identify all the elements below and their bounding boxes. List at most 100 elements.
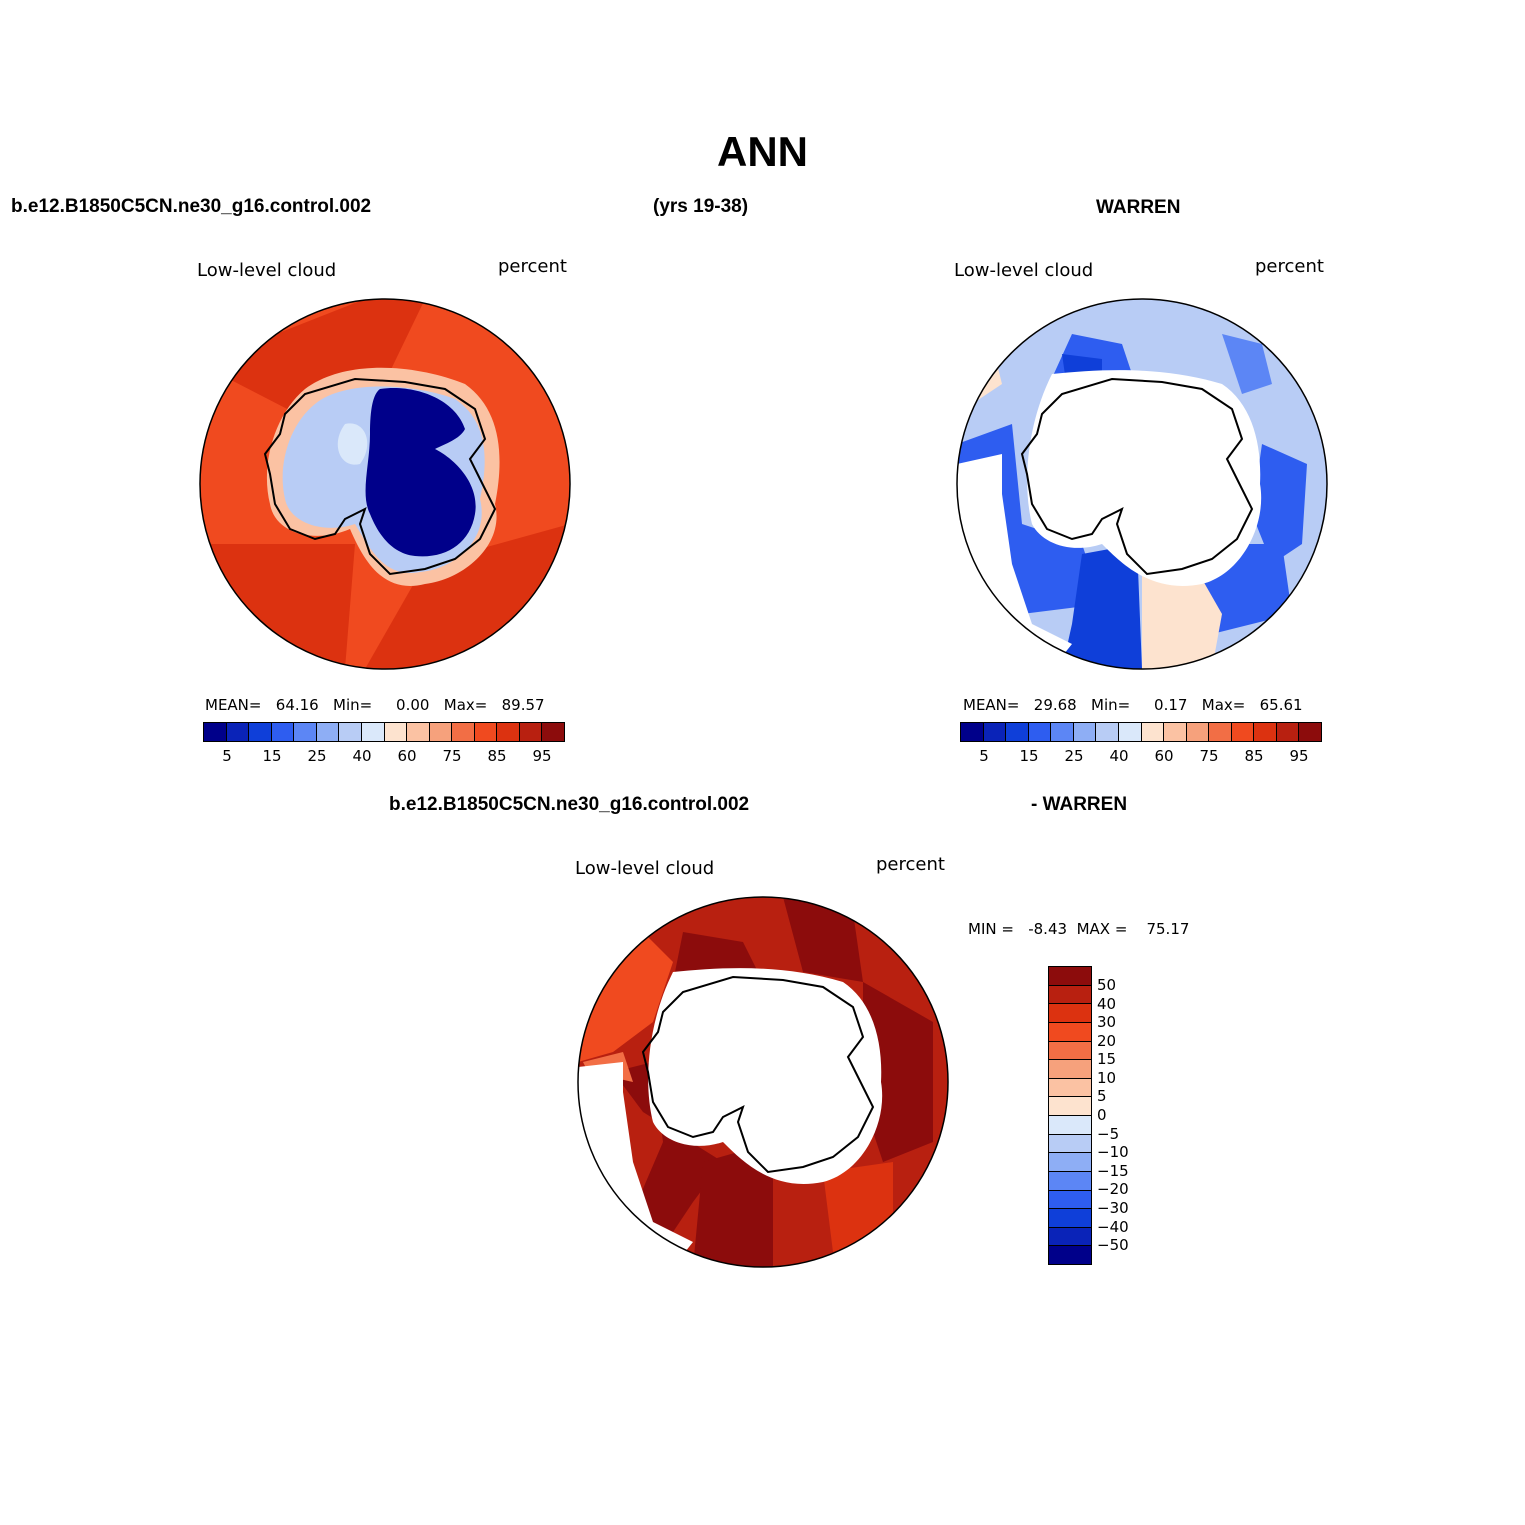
diff-colorbar-box: [1049, 1190, 1091, 1210]
model-colorbar-box: [294, 723, 317, 741]
obs-colorbar-box: [1186, 723, 1210, 741]
obs-colorbar-tick: 25: [1064, 747, 1084, 765]
obs-stats: MEAN= 29.68 Min= 0.17 Max= 65.61: [963, 696, 1303, 714]
diff-colorbar-tick: 20: [1097, 1032, 1117, 1050]
diff-colorbar-tick: 15: [1097, 1050, 1117, 1068]
diff-stats: MIN = -8.43 MAX = 75.17: [968, 920, 1190, 938]
obs-colorbar-box: [1051, 723, 1074, 741]
diff-colorbar-box: [1049, 1116, 1091, 1135]
obs-colorbar-box: [1254, 723, 1277, 741]
diff-colorbar-box: [1049, 1227, 1091, 1247]
diff-colorbar-tick: 0: [1097, 1106, 1107, 1124]
obs-colorbar-box: [1141, 723, 1165, 741]
model-colorbar: [203, 722, 565, 742]
diff-colorbar-tick: 30: [1097, 1013, 1117, 1031]
plot-title: ANN: [717, 128, 808, 175]
diff-variable-label: Low-level cloud: [575, 858, 715, 879]
obs-colorbar-box: [1096, 723, 1119, 741]
diff-colorbar-tick: 40: [1097, 995, 1117, 1013]
years-header: (yrs 19-38): [653, 196, 749, 217]
diff-colorbar-tick: −10: [1097, 1143, 1129, 1161]
model-colorbar-box: [339, 723, 362, 741]
model-colorbar-tick: 85: [487, 747, 507, 765]
model-colorbar-tick: 25: [307, 747, 327, 765]
diff-colorbar-box: [1049, 1246, 1091, 1264]
obs-colorbar-box: [1209, 723, 1232, 741]
diff-colorbar-box: [1049, 1060, 1091, 1079]
diff-colorbar-box: [1049, 985, 1091, 1005]
model-colorbar-tick: 60: [397, 747, 417, 765]
diff-colorbar-box: [1049, 1004, 1091, 1023]
model-colorbar-tick: 95: [532, 747, 552, 765]
diff-colorbar-box: [1049, 1022, 1091, 1042]
obs-colorbar-box: [1118, 723, 1142, 741]
obs-colorbar-tick: 5: [979, 747, 989, 765]
obs-colorbar-tick: 95: [1289, 747, 1309, 765]
diff-units-label: percent: [876, 854, 945, 875]
obs-colorbar-tick: 85: [1244, 747, 1264, 765]
diff-colorbar-box: [1049, 1134, 1091, 1154]
model-colorbar-box: [204, 723, 227, 741]
diff-colorbar-tick: 50: [1097, 976, 1117, 994]
diff-colorbar-box: [1049, 1097, 1091, 1116]
model-colorbar-tick: 15: [262, 747, 282, 765]
model-stats: MEAN= 64.16 Min= 0.00 Max= 89.57: [205, 696, 545, 714]
model-colorbar-box: [316, 723, 340, 741]
model-colorbar-box: [429, 723, 453, 741]
diff-obs-header: - WARREN: [1031, 794, 1128, 815]
obs-colorbar-box: [1028, 723, 1052, 741]
model-colorbar-box: [407, 723, 430, 741]
model-colorbar-box: [497, 723, 520, 741]
obs-colorbar-tick: 15: [1019, 747, 1039, 765]
obs-colorbar: [960, 722, 1322, 742]
model-colorbar-tick: 75: [442, 747, 462, 765]
model-colorbar-box: [542, 723, 564, 741]
obs-colorbar-box: [1164, 723, 1187, 741]
model-colorbar-box: [519, 723, 543, 741]
obs-colorbar-box: [961, 723, 984, 741]
model-colorbar-box: [384, 723, 408, 741]
diff-colorbar-box: [1049, 1153, 1091, 1172]
case-name-header: b.e12.B1850C5CN.ne30_g16.control.002: [11, 196, 372, 217]
obs-colorbar-box: [1073, 723, 1097, 741]
diff-colorbar-tick: −20: [1097, 1180, 1129, 1198]
model-colorbar-box: [226, 723, 250, 741]
diff-colorbar-box: [1049, 1078, 1091, 1098]
diff-colorbar-box: [1049, 1041, 1091, 1061]
obs-polar-map: [956, 298, 1328, 670]
diff-colorbar-tick: 5: [1097, 1087, 1107, 1105]
model-colorbar-tick: 40: [352, 747, 372, 765]
obs-colorbar-tick: 75: [1199, 747, 1219, 765]
obs-units-label: percent: [1255, 256, 1324, 277]
model-units-label: percent: [498, 256, 567, 277]
obs-colorbar-tick: 60: [1154, 747, 1174, 765]
model-colorbar-box: [452, 723, 475, 741]
diff-colorbar-tick: −5: [1097, 1125, 1120, 1143]
model-colorbar-box: [249, 723, 272, 741]
diff-colorbar-tick: −15: [1097, 1162, 1129, 1180]
obs-colorbar-box: [1276, 723, 1300, 741]
diff-colorbar-box: [1049, 967, 1091, 986]
diff-colorbar-tick: −50: [1097, 1236, 1129, 1254]
obs-colorbar-tick: 40: [1109, 747, 1129, 765]
obs-variable-label: Low-level cloud: [954, 260, 1094, 281]
model-colorbar-box: [361, 723, 385, 741]
model-colorbar-box: [474, 723, 498, 741]
obs-name-header: WARREN: [1096, 197, 1181, 218]
diff-polar-map: [577, 896, 949, 1268]
model-colorbar-box: [271, 723, 295, 741]
obs-colorbar-box: [1006, 723, 1029, 741]
diff-case-header: b.e12.B1850C5CN.ne30_g16.control.002: [389, 794, 750, 815]
diff-colorbar: [1048, 966, 1092, 1265]
diff-colorbar-tick: −30: [1097, 1199, 1129, 1217]
obs-colorbar-box: [1231, 723, 1255, 741]
model-variable-label: Low-level cloud: [197, 260, 337, 281]
diff-colorbar-box: [1049, 1171, 1091, 1191]
diff-colorbar-tick: −40: [1097, 1218, 1129, 1236]
model-colorbar-tick: 5: [222, 747, 232, 765]
diff-colorbar-tick: 10: [1097, 1069, 1117, 1087]
obs-colorbar-box: [1299, 723, 1321, 741]
model-polar-map: [199, 298, 571, 670]
obs-colorbar-box: [983, 723, 1007, 741]
diff-colorbar-box: [1049, 1209, 1091, 1228]
